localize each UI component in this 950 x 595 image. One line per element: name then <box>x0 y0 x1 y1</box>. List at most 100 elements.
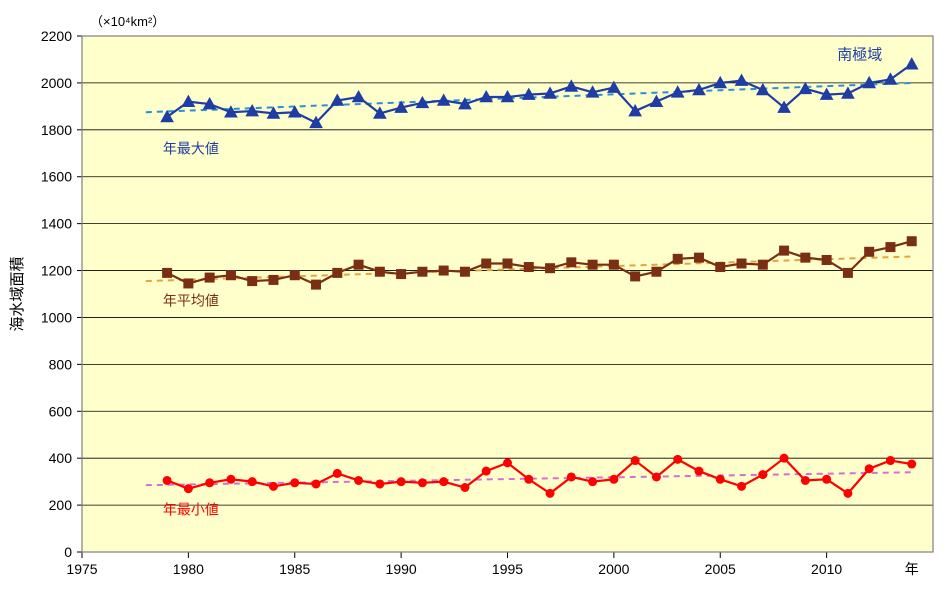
marker-mean <box>843 268 853 278</box>
marker-min <box>482 467 491 476</box>
marker-min <box>737 482 746 491</box>
marker-min <box>843 489 852 498</box>
marker-mean <box>609 260 619 270</box>
svg-text:200: 200 <box>49 497 73 513</box>
marker-mean <box>907 236 917 246</box>
marker-mean <box>779 246 789 256</box>
marker-mean <box>311 280 321 290</box>
svg-text:1995: 1995 <box>492 561 523 577</box>
marker-mean <box>375 267 385 277</box>
series-label-mean: 年平均値 <box>163 293 219 309</box>
svg-text:年: 年 <box>905 561 919 577</box>
marker-min <box>546 489 555 498</box>
svg-text:1200: 1200 <box>41 263 72 279</box>
marker-min <box>375 479 384 488</box>
marker-min <box>163 476 172 485</box>
marker-mean <box>673 254 683 264</box>
marker-mean <box>247 276 257 286</box>
chart-svg: 0 200 400 600 800 1000 1200 1400 1600 1800 2000 220… <box>0 0 950 595</box>
marker-min <box>205 478 214 487</box>
marker-min <box>780 454 789 463</box>
marker-min <box>801 476 810 485</box>
marker-mean <box>205 273 215 283</box>
marker-mean <box>545 263 555 273</box>
series-label-max: 年最大値 <box>163 140 219 156</box>
marker-min <box>248 477 257 486</box>
marker-mean <box>417 267 427 277</box>
marker-min <box>716 475 725 484</box>
svg-text:2005: 2005 <box>705 561 736 577</box>
marker-mean <box>822 255 832 265</box>
marker-min <box>886 456 895 465</box>
svg-text:800: 800 <box>49 356 73 372</box>
marker-min <box>567 472 576 481</box>
marker-mean <box>290 270 300 280</box>
marker-min <box>397 477 406 486</box>
marker-mean <box>800 253 810 263</box>
marker-mean <box>183 278 193 288</box>
svg-text:1000: 1000 <box>41 309 72 325</box>
marker-mean <box>226 270 236 280</box>
marker-mean <box>268 275 278 285</box>
svg-text:1980: 1980 <box>173 561 204 577</box>
marker-min <box>354 476 363 485</box>
marker-mean <box>524 262 534 272</box>
svg-text:400: 400 <box>49 450 73 466</box>
marker-mean <box>715 262 725 272</box>
svg-text:2000: 2000 <box>41 75 72 91</box>
marker-min <box>822 475 831 484</box>
marker-min <box>524 475 533 484</box>
marker-min <box>439 477 448 486</box>
svg-text:1985: 1985 <box>279 561 310 577</box>
marker-mean <box>460 267 470 277</box>
unit-label: （×10⁴km²） <box>90 14 165 29</box>
marker-min <box>609 475 618 484</box>
marker-min <box>631 456 640 465</box>
marker-mean <box>694 253 704 263</box>
marker-min <box>503 458 512 467</box>
marker-min <box>290 478 299 487</box>
marker-min <box>907 460 916 469</box>
marker-mean <box>885 242 895 252</box>
marker-mean <box>630 271 640 281</box>
svg-text:2200: 2200 <box>41 28 72 44</box>
svg-text:1990: 1990 <box>386 561 417 577</box>
marker-min <box>865 464 874 473</box>
svg-text:1600: 1600 <box>41 169 72 185</box>
chart-title: 南極域 <box>837 46 882 63</box>
marker-min <box>460 483 469 492</box>
marker-mean <box>354 260 364 270</box>
svg-text:2000: 2000 <box>598 561 629 577</box>
marker-mean <box>758 260 768 270</box>
marker-mean <box>162 268 172 278</box>
svg-text:2010: 2010 <box>811 561 842 577</box>
svg-text:1975: 1975 <box>66 561 97 577</box>
chart-container: 0 200 400 600 800 1000 1200 1400 1600 1800 2000 220… <box>0 0 950 595</box>
marker-mean <box>566 257 576 267</box>
marker-min <box>694 467 703 476</box>
marker-min <box>758 470 767 479</box>
svg-text:0: 0 <box>64 544 72 560</box>
y-axis-label: 海水域面積 <box>9 256 26 331</box>
series-label-min: 年最小値 <box>163 501 219 517</box>
marker-min <box>418 478 427 487</box>
marker-mean <box>651 267 661 277</box>
marker-mean <box>503 259 513 269</box>
marker-mean <box>439 266 449 276</box>
svg-text:1400: 1400 <box>41 216 72 232</box>
marker-mean <box>588 260 598 270</box>
svg-text:1800: 1800 <box>41 122 72 138</box>
marker-mean <box>396 269 406 279</box>
marker-min <box>588 477 597 486</box>
marker-min <box>269 482 278 491</box>
marker-mean <box>737 259 747 269</box>
marker-min <box>184 484 193 493</box>
marker-min <box>226 475 235 484</box>
marker-min <box>333 469 342 478</box>
marker-min <box>312 479 321 488</box>
marker-mean <box>481 259 491 269</box>
marker-min <box>652 472 661 481</box>
marker-min <box>673 455 682 464</box>
svg-text:600: 600 <box>49 403 73 419</box>
marker-mean <box>332 268 342 278</box>
